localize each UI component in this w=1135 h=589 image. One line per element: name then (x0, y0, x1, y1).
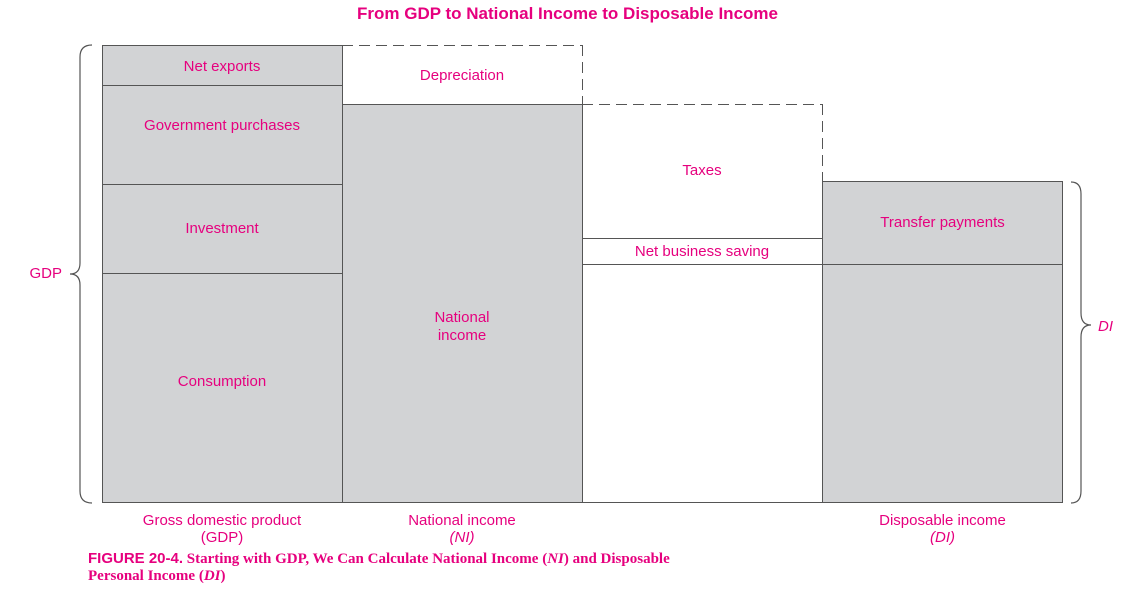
diagram-title: From GDP to National Income to Disposabl… (357, 4, 778, 23)
investment-label: Investment (185, 220, 259, 237)
national-income-label-line2: income (437, 327, 487, 344)
disposable-income-column (822, 181, 1063, 503)
figure-caption: FIGURE 20-4. Starting with GDP, We Can C… (88, 550, 1088, 585)
di-caption-line2: (DI) (930, 529, 955, 546)
figure-caption-text-c: Personal Income ( (88, 568, 204, 584)
ni-caption: National income (NI) (342, 512, 582, 546)
ni-caption-line2: (NI) (449, 529, 475, 546)
gdp-caption: Gross domestic product (GDP) (102, 512, 342, 546)
figure-caption-di: DI (203, 568, 221, 584)
net-exports-label: Net exports (183, 58, 261, 75)
government-purchases-label: Government purchases (140, 117, 304, 135)
gdp-caption-line1: Gross domestic product (142, 512, 302, 529)
national-income-block (342, 104, 582, 503)
government-purchases-text: Government purchases (144, 117, 300, 134)
figure-caption-text-d: ) (220, 568, 226, 584)
depreciation-label: Depreciation (419, 67, 505, 84)
gdp-brace-label: GDP (29, 265, 62, 282)
net-business-saving-label: Net business saving (634, 243, 770, 260)
di-brace (1070, 181, 1092, 504)
consumption-label: Consumption (177, 373, 267, 390)
figure-number: FIGURE 20-4. (88, 550, 184, 567)
di-caption: Disposable income (DI) (822, 512, 1063, 546)
transfer-payments-label: Transfer payments (880, 214, 1005, 231)
national-income-label: National income (342, 309, 582, 345)
figure-caption-ni: NI (547, 551, 564, 567)
gdp-brace (69, 44, 93, 504)
di-caption-line1: Disposable income (879, 512, 1006, 529)
di-brace-label: DI (1098, 318, 1113, 335)
gdp-caption-line2: (GDP) (200, 529, 244, 546)
national-income-label-line1: National (434, 309, 490, 326)
figure-caption-text-a: Starting with GDP, We Can Calculate Nati… (186, 551, 548, 567)
figure-caption-text-b: ) and Disposable (563, 551, 670, 567)
taxes-label: Taxes (682, 162, 722, 179)
ni-caption-line1: National income (408, 512, 516, 529)
deductions-column (582, 238, 822, 503)
